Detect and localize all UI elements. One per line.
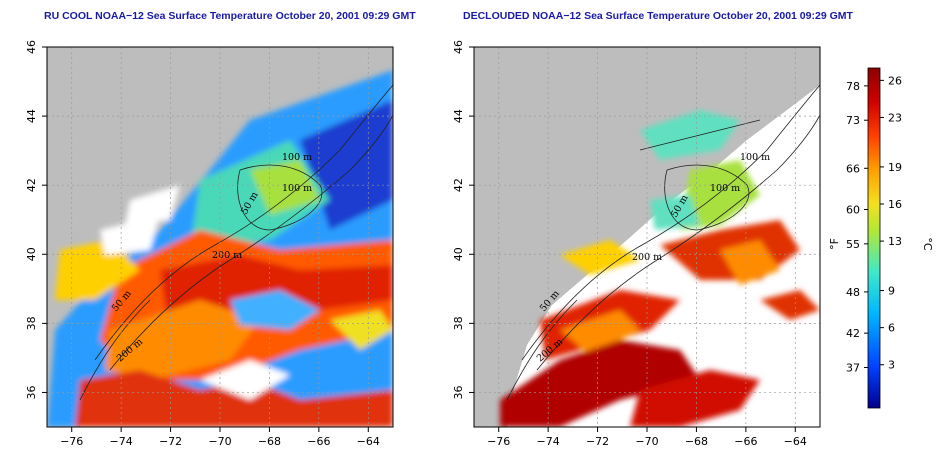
longitude-tick-label: −72 xyxy=(586,435,609,448)
latitude-tick-label: 40 xyxy=(25,247,38,261)
contour-label-100m-b: 100 m xyxy=(282,183,312,194)
longitude-tick-label: −76 xyxy=(60,435,83,448)
longitude-tick-label: −64 xyxy=(784,435,807,448)
colorbar-ticks: 78 73 66 60 55 48 42 37 26 23 19 16 13 9 6 3 xyxy=(846,74,902,374)
latitude-tick-label: 38 xyxy=(25,316,38,330)
latitude-tick-label: 40 xyxy=(452,247,465,261)
fahrenheit-tick-label: 73 xyxy=(846,114,860,127)
longitude-tick-label: −76 xyxy=(487,435,510,448)
longitude-tick-label: −74 xyxy=(537,435,560,448)
fahrenheit-tick-label: 78 xyxy=(846,80,860,93)
celsius-tick-label: 6 xyxy=(888,322,895,335)
longitude-tick-label: −68 xyxy=(258,435,281,448)
celsius-tick-label: 23 xyxy=(888,111,902,124)
latitude-tick-label: 36 xyxy=(25,385,38,399)
colorbar xyxy=(867,67,881,409)
celsius-tick-label: 26 xyxy=(888,74,902,87)
contour-label-100m-a: 100 m xyxy=(282,152,312,163)
celsius-tick-label: 16 xyxy=(888,198,902,211)
latitude-tick-label: 46 xyxy=(25,40,38,54)
latitude-tick-label: 46 xyxy=(452,40,465,54)
fahrenheit-tick-label: 42 xyxy=(846,327,860,340)
celsius-tick-label: 13 xyxy=(888,235,902,248)
right-map-title: DECLOUDED NOAA−12 Sea Surface Temperatur… xyxy=(463,10,853,22)
longitude-tick-label: −66 xyxy=(307,435,330,448)
fahrenheit-tick-label: 66 xyxy=(846,162,860,175)
latitude-tick-label: 44 xyxy=(452,109,465,123)
fahrenheit-tick-label: 60 xyxy=(846,203,860,216)
left-map-ticks: −76 −74 −72 −70 −68 −66 −64 46 44 42 40 38 36 xyxy=(25,40,380,448)
fahrenheit-tick-label: 37 xyxy=(846,361,860,374)
latitude-tick-label: 36 xyxy=(452,385,465,399)
longitude-tick-label: −72 xyxy=(159,435,182,448)
left-map-title: RU COOL NOAA−12 Sea Surface Temperature … xyxy=(44,10,416,22)
celsius-label: °C xyxy=(921,237,934,251)
celsius-tick-label: 9 xyxy=(888,285,895,298)
celsius-tick-label: 3 xyxy=(888,359,895,372)
left-map-grid xyxy=(47,46,393,427)
longitude-tick-label: −70 xyxy=(635,435,658,448)
land-mass xyxy=(474,47,820,427)
latitude-tick-label: 38 xyxy=(452,316,465,330)
longitude-tick-label: −74 xyxy=(110,435,133,448)
longitude-tick-label: −70 xyxy=(208,435,231,448)
longitude-tick-label: −66 xyxy=(734,435,757,448)
fahrenheit-tick-label: 48 xyxy=(846,286,860,299)
contour-label-100m-a: 100 m xyxy=(740,152,770,163)
right-map-ticks: −76 −74 −72 −70 −68 −66 −64 46 44 42 40 38 36 xyxy=(452,40,807,448)
longitude-tick-label: −64 xyxy=(357,435,380,448)
latitude-tick-label: 44 xyxy=(25,109,38,123)
fahrenheit-label: °F xyxy=(828,238,841,250)
latitude-tick-label: 42 xyxy=(452,178,465,192)
latitude-tick-label: 42 xyxy=(25,178,38,192)
contour-label-200m-a: 200 m xyxy=(212,250,242,261)
fahrenheit-tick-label: 55 xyxy=(846,238,860,251)
right-map-grid xyxy=(474,46,820,427)
longitude-tick-label: −68 xyxy=(685,435,708,448)
celsius-tick-label: 19 xyxy=(888,161,902,174)
contour-label-100m-b: 100 m xyxy=(710,183,740,194)
